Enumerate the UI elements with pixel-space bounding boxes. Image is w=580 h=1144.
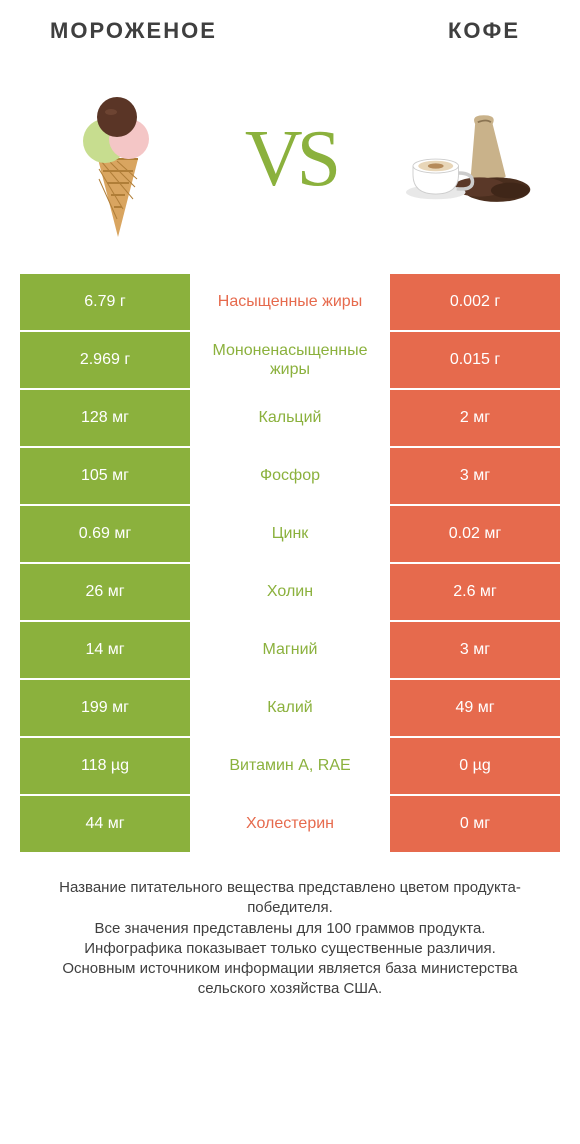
value-left: 118 µg bbox=[20, 738, 190, 794]
table-row: 118 µgВитамин A, RAE0 µg bbox=[20, 738, 560, 796]
nutrient-label: Холестерин bbox=[190, 796, 390, 852]
value-left: 14 мг bbox=[20, 622, 190, 678]
hero-row: VS bbox=[0, 54, 580, 274]
nutrient-label: Холин bbox=[190, 564, 390, 620]
value-right: 49 мг bbox=[390, 680, 560, 736]
value-right: 0.002 г bbox=[390, 274, 560, 330]
nutrient-label: Кальций bbox=[190, 390, 390, 446]
value-left: 44 мг bbox=[20, 796, 190, 852]
value-left: 26 мг bbox=[20, 564, 190, 620]
value-right: 3 мг bbox=[390, 622, 560, 678]
footer-line: Название питательного вещества представл… bbox=[30, 878, 550, 919]
value-left: 199 мг bbox=[20, 680, 190, 736]
title-right: КОФЕ bbox=[448, 18, 520, 44]
table-row: 2.969 гМононенасыщенные жиры0.015 г bbox=[20, 332, 560, 390]
value-right: 0.015 г bbox=[390, 332, 560, 388]
value-left: 128 мг bbox=[20, 390, 190, 446]
header: МОРОЖЕНОЕ КОФЕ bbox=[0, 0, 580, 54]
nutrient-table: 6.79 гНасыщенные жиры0.002 г2.969 гМонон… bbox=[0, 274, 580, 854]
value-left: 105 мг bbox=[20, 448, 190, 504]
table-row: 6.79 гНасыщенные жиры0.002 г bbox=[20, 274, 560, 332]
table-row: 105 мгФосфор3 мг bbox=[20, 448, 560, 506]
icecream-icon bbox=[48, 79, 188, 239]
nutrient-label: Мононенасыщенные жиры bbox=[190, 332, 390, 388]
value-right: 2 мг bbox=[390, 390, 560, 446]
value-left: 0.69 мг bbox=[20, 506, 190, 562]
value-right: 0 мг bbox=[390, 796, 560, 852]
vs-label: VS bbox=[245, 114, 335, 205]
nutrient-label: Витамин A, RAE bbox=[190, 738, 390, 794]
value-right: 0 µg bbox=[390, 738, 560, 794]
table-row: 26 мгХолин2.6 мг bbox=[20, 564, 560, 622]
value-right: 3 мг bbox=[390, 448, 560, 504]
table-row: 14 мгМагний3 мг bbox=[20, 622, 560, 680]
table-row: 199 мгКалий49 мг bbox=[20, 680, 560, 738]
table-row: 128 мгКальций2 мг bbox=[20, 390, 560, 448]
value-right: 0.02 мг bbox=[390, 506, 560, 562]
value-right: 2.6 мг bbox=[390, 564, 560, 620]
coffee-icon bbox=[392, 79, 532, 239]
nutrient-label: Насыщенные жиры bbox=[190, 274, 390, 330]
nutrient-label: Калий bbox=[190, 680, 390, 736]
footer-line: Инфографика показывает только существенн… bbox=[30, 939, 550, 959]
table-row: 0.69 мгЦинк0.02 мг bbox=[20, 506, 560, 564]
table-row: 44 мгХолестерин0 мг bbox=[20, 796, 560, 854]
nutrient-label: Фосфор bbox=[190, 448, 390, 504]
footer-notes: Название питательного вещества представл… bbox=[0, 854, 580, 1000]
nutrient-label: Магний bbox=[190, 622, 390, 678]
value-left: 6.79 г bbox=[20, 274, 190, 330]
value-left: 2.969 г bbox=[20, 332, 190, 388]
title-left: МОРОЖЕНОЕ bbox=[50, 18, 217, 44]
footer-line: Основным источником информации является … bbox=[30, 959, 550, 1000]
nutrient-label: Цинк bbox=[190, 506, 390, 562]
footer-line: Все значения представлены для 100 граммо… bbox=[30, 919, 550, 939]
